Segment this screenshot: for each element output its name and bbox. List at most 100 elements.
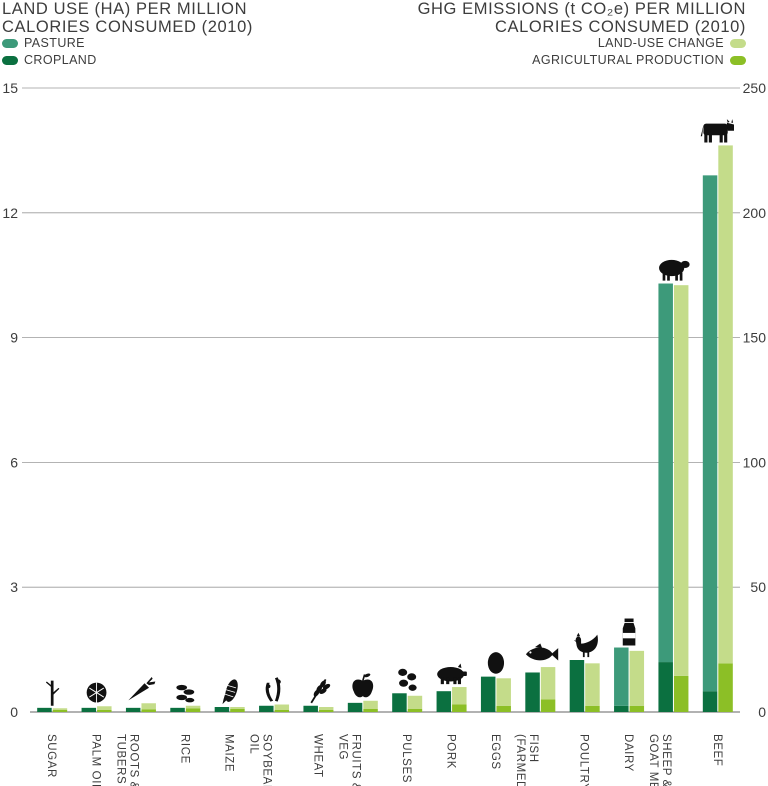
egg-icon [487,652,505,674]
bar-cropland [347,702,363,712]
category-label: PULSES [400,734,412,783]
bar-cropland [702,691,718,712]
left-tick-label: 0 [10,704,18,720]
category-label-line: BEEF [711,734,723,766]
bar-pasture [702,175,718,692]
bar-cropland [614,705,629,712]
category-label-line: FRUITS & [349,734,361,786]
left-tick-label: 15 [2,80,18,96]
bar-cropland [303,705,318,712]
right-tick-label: 250 [743,80,767,96]
bar-agricultural-production [629,705,645,712]
fish-icon [525,643,559,661]
bar-land-use-change [230,707,245,710]
bar-cropland [436,691,452,712]
category-label-line: EGGS [489,734,501,770]
milk-bottle-icon [622,618,636,646]
legend-cropland: CROPLAND [2,53,97,67]
category-label-line: GOAT MEAT [647,734,659,786]
right-tick-label: 0 [758,704,766,720]
left-axis-title-line1: LAND USE (HA) PER MILLION [2,0,248,18]
bar-agricultural-production [318,710,334,712]
bar-cropland [525,672,540,712]
bar-agricultural-production [673,675,689,712]
category-label: FRUITS &VEG [336,734,361,786]
category-label-line: VEG [336,734,348,760]
bar-land-use-change [718,145,733,664]
category-label-line: SUGAR [45,734,57,778]
legend-agricultural-production-swatch [730,55,746,65]
bar-land-use-change [540,667,556,700]
bar-agricultural-production [585,705,600,712]
bar-agricultural-production [185,708,201,712]
bar-agricultural-production [718,663,733,712]
bar-cropland [392,693,407,712]
bar-agricultural-production [230,709,245,712]
bar-agricultural-production [141,709,156,712]
category-label-line: PORK [445,734,457,769]
pig-icon [437,663,467,685]
rice-icon [176,684,195,703]
left-axis-title: LAND USE (HA) PER MILLION CALORIES CONSU… [2,0,253,36]
bar-agricultural-production [97,710,112,712]
cow-icon [700,119,735,143]
category-label-line: POULTRY [578,734,590,786]
bar-agricultural-production [52,710,68,712]
bar-land-use-change [318,707,334,711]
bar-agricultural-production [407,709,423,712]
bar-land-use-change [141,703,156,710]
category-label-line: (FARMED) [514,734,526,786]
left-tick-label: 12 [2,205,18,221]
apple-icon [351,671,375,699]
legend-pasture-swatch [2,38,18,48]
legend-agricultural-production-label: AGRICULTURAL PRODUCTION [532,53,724,67]
bar-agricultural-production [496,705,511,712]
left-axis-title-line2: CALORIES CONSUMED (2010) [2,18,253,36]
right-tick-label: 150 [743,330,767,346]
bar-cropland [658,662,673,712]
category-label: POULTRY [578,734,590,786]
bar-pasture [658,283,673,663]
left-tick-label: 6 [10,454,18,470]
bar-land-use-change [185,705,201,709]
sheep-icon [659,259,690,281]
legend-cropland-label: CROPLAND [24,53,97,67]
bar-cropland [214,707,230,712]
category-label-line: OIL [248,734,260,754]
bar-land-use-change [452,687,467,705]
category-label-line: ROOTS & [127,734,139,786]
bar-land-use-change [585,663,600,706]
bar-cropland [480,676,496,712]
right-axis-title-line1: GHG EMISSIONS (t CO₂e) PER MILLION [417,0,746,18]
category-label: DAIRY [622,734,634,772]
bar-land-use-change [274,704,290,711]
legend-cropland-swatch [2,55,18,65]
bar-agricultural-production [363,709,378,712]
carrot-icon [128,676,156,701]
category-label: ROOTS &TUBERS [114,734,139,786]
right-axis-title: GHG EMISSIONS (t CO₂e) PER MILLION CALOR… [418,0,746,36]
category-label: PORK [445,734,457,769]
left-tick-label: 3 [10,579,18,595]
bar-cropland [170,707,185,712]
right-axis-title-line2: CALORIES CONSUMED (2010) [495,18,746,36]
sugarcane-icon [45,680,60,706]
bar-land-use-change [629,650,645,706]
category-label-line: MAIZE [223,734,235,772]
category-label: FISH(FARMED) [514,734,539,786]
bar-agricultural-production [540,699,556,712]
beans-icon [398,668,417,691]
palm-fruit-icon [86,682,107,703]
category-label-line: PALM OIL [90,734,102,786]
category-label: SHEEP &GOAT MEAT [647,734,672,786]
left-tick-label: 9 [10,330,18,346]
category-label: WHEAT [311,734,323,778]
category-label-line: DAIRY [622,734,634,772]
maize-icon [222,678,241,705]
bar-cropland [37,707,52,712]
wheat-icon [310,678,333,704]
bar-pasture [614,647,629,706]
category-label: EGGS [489,734,501,770]
bar-land-use-change [673,285,689,676]
category-label: BEEF [711,734,723,766]
